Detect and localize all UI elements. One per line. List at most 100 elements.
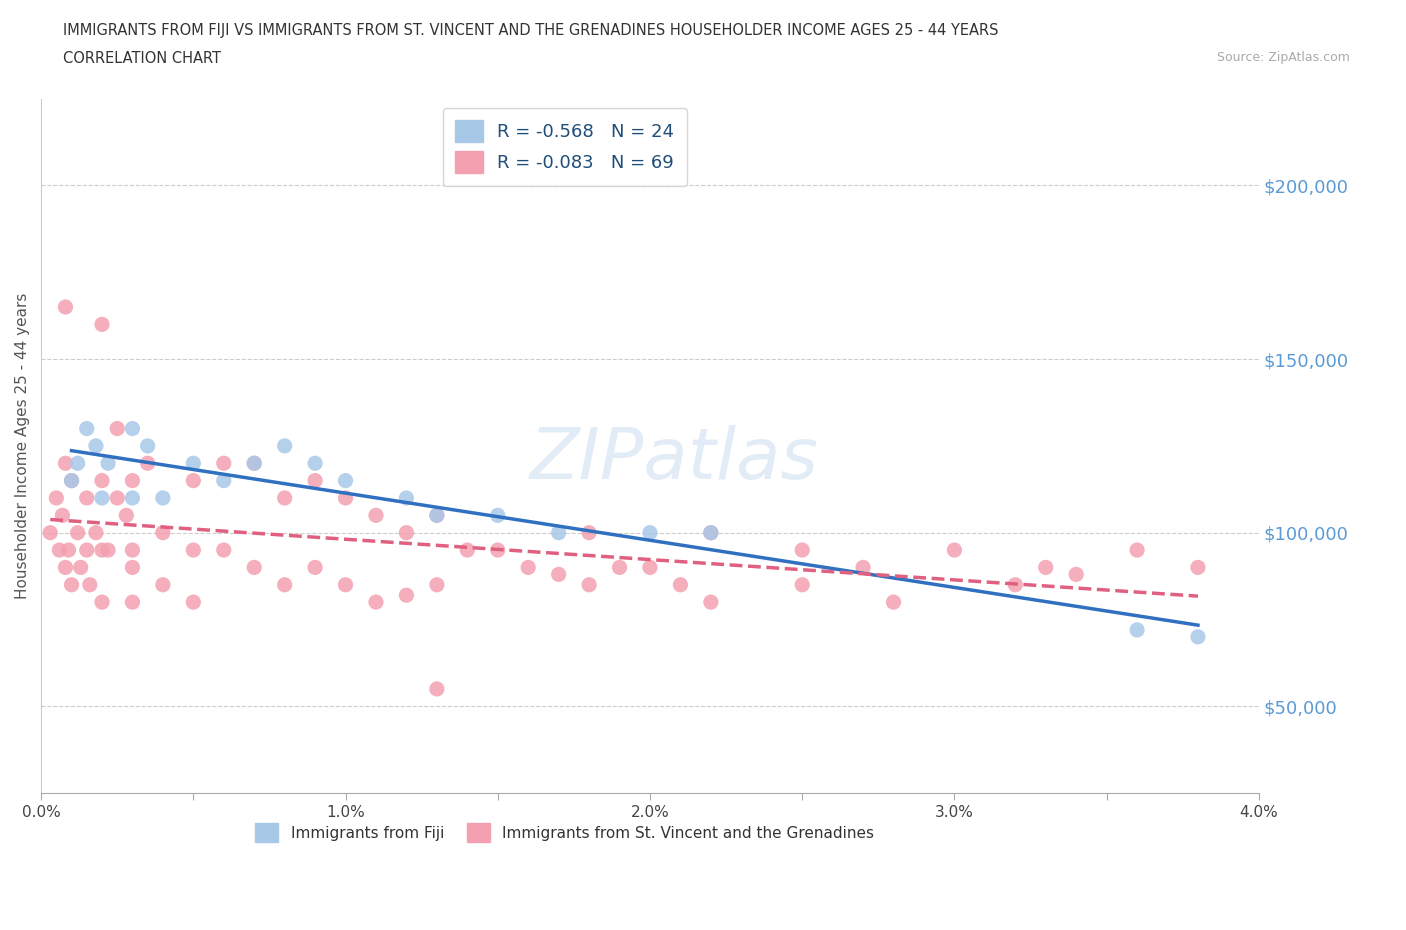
Point [578, 525, 600, 540]
Point [55, 456, 77, 471]
Point [55, 299, 77, 314]
Point [105, 421, 128, 436]
Point [669, 578, 692, 592]
Point [76, 421, 98, 436]
Point [700, 594, 723, 609]
Point [273, 438, 295, 453]
Point [1035, 560, 1057, 575]
Point [69, 560, 91, 575]
Point [136, 456, 159, 471]
Point [58, 542, 80, 557]
Point [1004, 578, 1026, 592]
Point [183, 473, 205, 488]
Point [48, 542, 70, 557]
Point [486, 508, 509, 523]
Point [486, 542, 509, 557]
Point [273, 578, 295, 592]
Y-axis label: Householder Income Ages 25 - 44 years: Householder Income Ages 25 - 44 years [15, 293, 30, 599]
Point [335, 490, 357, 505]
Text: ZIPatlas: ZIPatlas [530, 425, 818, 494]
Point [426, 508, 449, 523]
Point [1187, 630, 1209, 644]
Point [395, 490, 418, 505]
Point [76, 490, 98, 505]
Point [183, 542, 205, 557]
Point [97, 456, 120, 471]
Point [335, 473, 357, 488]
Point [852, 560, 875, 575]
Point [304, 560, 326, 575]
Point [152, 578, 174, 592]
Text: IMMIGRANTS FROM FIJI VS IMMIGRANTS FROM ST. VINCENT AND THE GRENADINES HOUSEHOLD: IMMIGRANTS FROM FIJI VS IMMIGRANTS FROM … [63, 23, 998, 38]
Point [547, 567, 569, 582]
Point [152, 525, 174, 540]
Point [60, 473, 83, 488]
Point [792, 542, 814, 557]
Text: CORRELATION CHART: CORRELATION CHART [63, 51, 221, 66]
Point [426, 508, 449, 523]
Point [1064, 567, 1087, 582]
Point [1126, 542, 1149, 557]
Point [91, 473, 114, 488]
Point [943, 542, 966, 557]
Point [395, 588, 418, 603]
Point [91, 317, 114, 332]
Point [183, 456, 205, 471]
Point [456, 542, 478, 557]
Point [152, 490, 174, 505]
Point [304, 456, 326, 471]
Point [97, 542, 120, 557]
Point [91, 594, 114, 609]
Point [578, 578, 600, 592]
Point [121, 560, 143, 575]
Point [60, 578, 83, 592]
Point [700, 525, 723, 540]
Point [136, 438, 159, 453]
Point [212, 542, 235, 557]
Point [243, 456, 266, 471]
Point [39, 525, 62, 540]
Point [547, 525, 569, 540]
Point [45, 490, 67, 505]
Point [55, 560, 77, 575]
Point [212, 473, 235, 488]
Point [60, 473, 83, 488]
Point [883, 594, 905, 609]
Point [115, 508, 138, 523]
Point [517, 560, 540, 575]
Point [121, 594, 143, 609]
Point [66, 456, 89, 471]
Point [66, 525, 89, 540]
Point [84, 438, 107, 453]
Point [609, 560, 631, 575]
Point [121, 473, 143, 488]
Point [364, 508, 387, 523]
Point [395, 525, 418, 540]
Point [105, 490, 128, 505]
Point [121, 490, 143, 505]
Point [79, 578, 101, 592]
Point [335, 578, 357, 592]
Point [243, 456, 266, 471]
Point [638, 560, 661, 575]
Point [273, 490, 295, 505]
Point [91, 490, 114, 505]
Point [700, 525, 723, 540]
Point [1187, 560, 1209, 575]
Point [76, 542, 98, 557]
Point [183, 594, 205, 609]
Legend: Immigrants from Fiji, Immigrants from St. Vincent and the Grenadines: Immigrants from Fiji, Immigrants from St… [249, 817, 880, 848]
Point [121, 542, 143, 557]
Point [792, 578, 814, 592]
Point [243, 560, 266, 575]
Point [426, 682, 449, 697]
Point [304, 473, 326, 488]
Point [121, 421, 143, 436]
Point [638, 525, 661, 540]
Point [91, 542, 114, 557]
Point [426, 578, 449, 592]
Point [1126, 622, 1149, 637]
Point [51, 508, 73, 523]
Text: Source: ZipAtlas.com: Source: ZipAtlas.com [1216, 51, 1350, 64]
Point [364, 594, 387, 609]
